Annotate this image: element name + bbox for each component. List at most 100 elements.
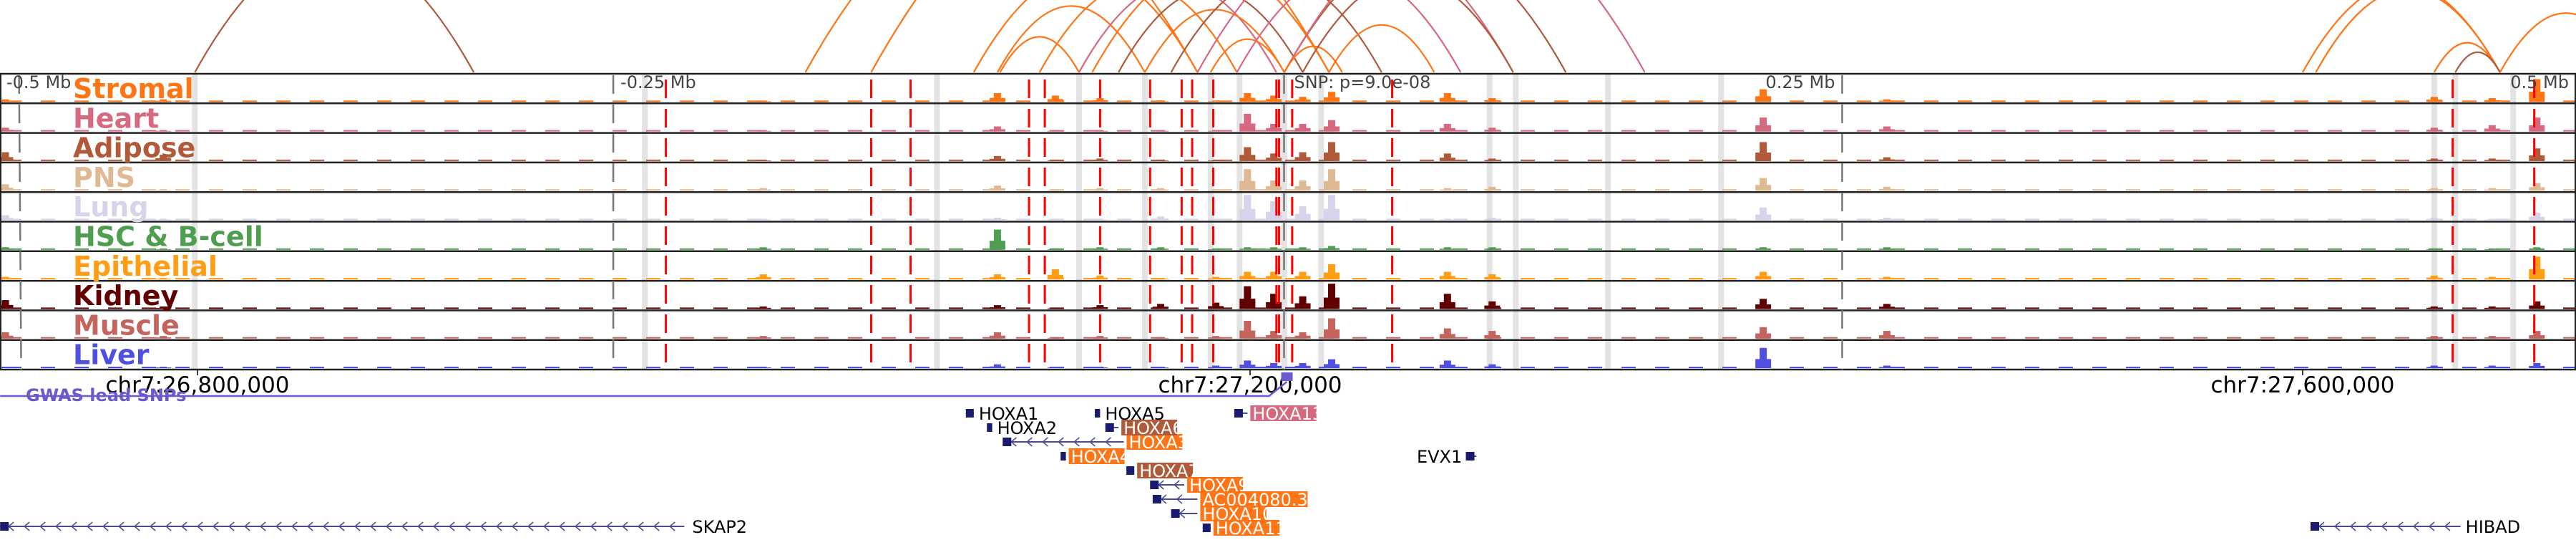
signal-baseline <box>1285 278 1299 280</box>
signal-peak <box>2488 158 2496 161</box>
signal-peak-shoulder <box>1878 249 1895 250</box>
signal-peak <box>1299 180 1307 191</box>
signal-baseline <box>1016 189 1030 191</box>
signal-peak-shoulder <box>2484 367 2500 368</box>
signal-baseline <box>1823 159 1838 161</box>
signal-baseline <box>2227 278 2241 280</box>
signal-peak <box>1270 153 1278 161</box>
signal-baseline <box>1588 189 1602 191</box>
signal-peak-shoulder <box>2484 219 2500 221</box>
signal-baseline <box>175 218 190 221</box>
signal-peak-shoulder <box>1439 334 1455 339</box>
signal-baseline <box>2059 189 2073 191</box>
signal-baseline <box>2025 130 2039 132</box>
signal-peak-shoulder <box>1878 159 1895 161</box>
signal-peak <box>1 367 9 368</box>
signal-baseline <box>276 307 291 309</box>
signal-baseline <box>680 189 694 191</box>
signal-baseline <box>1924 307 1938 309</box>
signal-peak-shoulder <box>1878 334 1895 339</box>
signal-baseline <box>1285 248 1299 250</box>
signal-peak <box>2430 336 2438 339</box>
signal-peak <box>1760 89 1767 102</box>
signal-peak <box>1299 124 1307 132</box>
strand-arrow <box>165 521 172 531</box>
signal-baseline <box>2126 159 2140 161</box>
signal-baseline <box>2395 367 2409 368</box>
signal-peak <box>1096 98 1104 102</box>
signal-peak-shoulder <box>1239 180 1256 191</box>
signal-baseline <box>108 159 122 161</box>
gene-exon <box>965 409 974 418</box>
signal-peak <box>1270 294 1278 309</box>
signal-peak <box>1760 178 1767 191</box>
signal-baseline <box>411 100 425 102</box>
signal-peak <box>2430 97 2438 102</box>
signal-baseline <box>680 100 694 102</box>
signal-peak-shoulder <box>1208 101 1224 102</box>
signal-baseline <box>1823 189 1838 191</box>
signal-baseline <box>74 278 89 280</box>
signal-baseline <box>209 278 223 280</box>
signal-baseline <box>579 278 593 280</box>
signal-baseline <box>1016 367 1030 368</box>
signal-baseline <box>142 159 156 161</box>
strand-arrow <box>102 521 109 531</box>
signal-baseline <box>1790 100 1804 102</box>
signal-peak <box>1212 130 1220 132</box>
signal-baseline <box>2025 189 2039 191</box>
signal-peak <box>1156 337 1164 339</box>
signal-baseline <box>512 159 526 161</box>
signal-baseline <box>1621 130 1636 132</box>
signal-baseline <box>1554 130 1568 132</box>
signal-baseline <box>175 367 190 368</box>
interaction-arc <box>2499 12 2576 73</box>
signal-baseline <box>276 367 291 368</box>
signal-peak <box>2430 127 2438 132</box>
signal-baseline <box>142 130 156 132</box>
strand-arrow <box>575 521 581 531</box>
signal-peak-shoulder <box>1047 99 1063 102</box>
signal-baseline <box>1991 159 2006 161</box>
gene-exon <box>1150 481 1159 489</box>
signal-baseline <box>1722 248 1737 250</box>
strand-arrow <box>1026 437 1033 447</box>
signal-peak <box>1488 127 1496 132</box>
signal-peak <box>1270 180 1278 191</box>
signal-baseline <box>1521 278 1535 280</box>
signal-baseline <box>915 248 930 250</box>
signal-baseline <box>2193 130 2207 132</box>
signal-peak <box>2488 276 2496 280</box>
signal-baseline <box>1621 218 1636 221</box>
signal-peak <box>1270 271 1278 280</box>
gene-label: SKAP2 <box>692 517 747 537</box>
signal-peak-shoulder <box>155 190 172 191</box>
signal-baseline <box>209 248 223 250</box>
signal-peak <box>1096 367 1104 368</box>
signal-baseline <box>377 278 391 280</box>
signal-baseline <box>1823 337 1838 339</box>
signal-peak-shoulder <box>1092 337 1108 339</box>
signal-baseline <box>2059 278 2073 280</box>
signal-baseline <box>310 159 324 161</box>
signal-baseline <box>1890 307 1905 309</box>
signal-baseline <box>74 337 89 339</box>
signal-peak-shoulder <box>2529 92 2545 102</box>
signal-baseline <box>2092 218 2107 221</box>
strand-arrow <box>213 521 219 531</box>
signal-baseline <box>1554 248 1568 250</box>
signal-baseline <box>1352 130 1367 132</box>
strand-arrow <box>2365 521 2372 531</box>
signal-baseline <box>2025 159 2039 161</box>
track-label-pns: PNS <box>73 162 135 193</box>
signal-peak-shoulder <box>1239 330 1256 339</box>
signal-peak-shoulder <box>1092 367 1108 368</box>
signal-peak-shoulder <box>1878 100 1895 102</box>
signal-baseline <box>1218 130 1232 132</box>
signal-baseline <box>1790 367 1804 368</box>
signal-baseline <box>713 130 728 132</box>
signal-baseline <box>343 100 358 102</box>
signal-baseline <box>2193 189 2207 191</box>
strand-arrow <box>1174 480 1180 490</box>
signal-peak-shoulder <box>1092 277 1108 280</box>
